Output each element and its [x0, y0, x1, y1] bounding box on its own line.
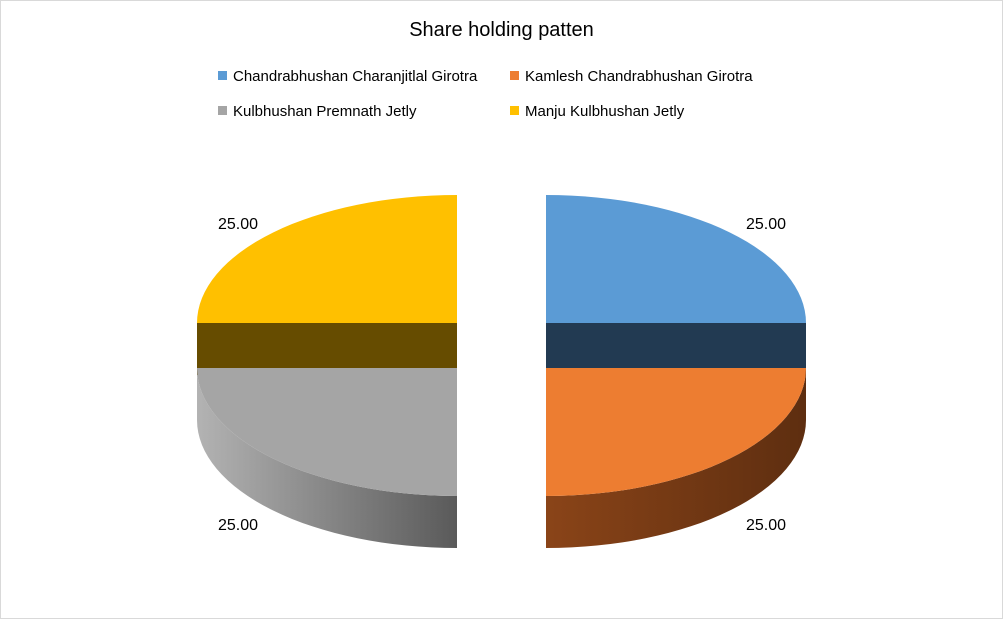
pie-slice-cut-face-0: [546, 323, 806, 375]
data-label-3: 25.00: [218, 216, 258, 233]
legend-swatch-yellow: [510, 106, 519, 115]
data-label-2: 25.00: [218, 517, 258, 534]
legend-label: Kulbhushan Premnath Jetly: [233, 103, 417, 120]
pie-slice-cut-face-2: [456, 496, 457, 548]
data-label-1: 25.00: [746, 517, 786, 534]
data-label-0: 25.00: [746, 216, 786, 233]
legend-label: Kamlesh Chandrabhushan Girotra: [525, 68, 753, 85]
pie-slice-top-1: [546, 368, 806, 496]
legend-swatch-gray: [218, 106, 227, 115]
legend-label: Chandrabhushan Charanjitlal Girotra: [233, 68, 478, 85]
chart-title: Share holding patten: [409, 19, 594, 41]
legend-entry-manju: Manju Kulbhushan Jetly: [510, 103, 684, 121]
pie-slice-side-1: [546, 368, 806, 548]
legend-swatch-blue: [218, 71, 227, 80]
pie-slice-top-0: [546, 195, 806, 323]
pie-slice-top-2: [197, 368, 457, 496]
legend-entry-chandrabhushan: Chandrabhushan Charanjitlal Girotra: [218, 68, 477, 86]
pie-slice-side-2: [197, 368, 457, 548]
legend-entry-kamlesh: Kamlesh Chandrabhushan Girotra: [510, 68, 753, 86]
pie-slice-cut-face-3: [197, 323, 457, 375]
legend-entry-kulbhushan: Kulbhushan Premnath Jetly: [218, 103, 416, 121]
legend-swatch-orange: [510, 71, 519, 80]
pie-slice-top-3: [197, 195, 457, 323]
legend-label: Manju Kulbhushan Jetly: [525, 103, 685, 120]
